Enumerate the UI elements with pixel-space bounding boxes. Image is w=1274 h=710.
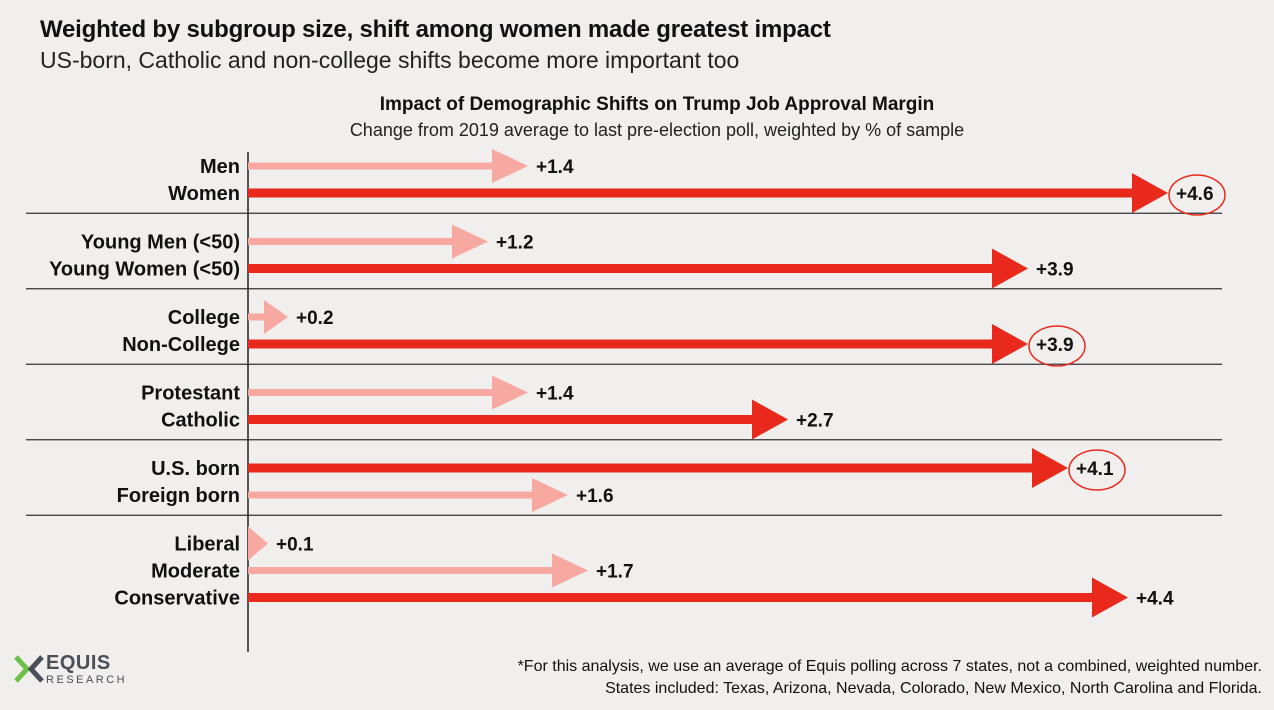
bar-shaft bbox=[248, 463, 1032, 473]
bar-shaft bbox=[248, 389, 492, 396]
footnote: *For this analysis, we use an average of… bbox=[518, 656, 1262, 700]
subheadline: US-born, Catholic and non-college shifts… bbox=[40, 47, 740, 73]
footnote-line-1: *For this analysis, we use an average of… bbox=[517, 658, 1262, 675]
bar-shaft bbox=[248, 313, 264, 321]
bar-arrowhead bbox=[752, 399, 788, 440]
category-label: Young Women (<50) bbox=[49, 259, 240, 281]
value-label: +0.2 bbox=[296, 308, 334, 329]
value-label: +4.1 bbox=[1076, 459, 1114, 480]
value-label: +2.7 bbox=[796, 411, 834, 432]
category-label: Moderate bbox=[151, 561, 240, 583]
value-label: +4.6 bbox=[1176, 184, 1214, 205]
footnote-line-2: States included: Texas, Arizona, Nevada,… bbox=[605, 680, 1262, 697]
bar-arrowhead bbox=[1032, 448, 1068, 488]
bar-shaft bbox=[248, 264, 992, 273]
category-label: U.S. born bbox=[151, 458, 240, 480]
value-label: +1.7 bbox=[596, 562, 634, 583]
headline: Weighted by subgroup size, shift among w… bbox=[40, 16, 831, 43]
bar-arrowhead bbox=[532, 478, 568, 512]
category-label: Liberal bbox=[174, 534, 240, 556]
value-label: +3.9 bbox=[1036, 260, 1074, 281]
category-label: Foreign born bbox=[117, 485, 240, 507]
bar-shaft bbox=[248, 339, 992, 349]
bar-arrowhead bbox=[264, 300, 288, 334]
value-label: +1.4 bbox=[536, 384, 574, 405]
category-label: Protestant bbox=[141, 383, 240, 405]
category-label: College bbox=[168, 307, 240, 329]
value-label: +0.1 bbox=[276, 535, 314, 556]
category-label: Young Men (<50) bbox=[81, 232, 240, 254]
equis-logo: EQUIS RESEARCH bbox=[14, 652, 144, 692]
value-label: +1.2 bbox=[496, 233, 534, 254]
chart-title: Impact of Demographic Shifts on Trump Jo… bbox=[379, 94, 935, 115]
highlight-circle bbox=[1068, 449, 1126, 491]
bar-arrowhead bbox=[1132, 173, 1168, 213]
bar-arrowhead bbox=[992, 324, 1028, 364]
value-label: +1.6 bbox=[576, 486, 614, 507]
category-label: Non-College bbox=[122, 334, 240, 356]
category-label: Women bbox=[168, 183, 240, 205]
bar-shaft bbox=[248, 162, 492, 170]
bar-arrowhead bbox=[492, 149, 528, 183]
bar-shaft bbox=[248, 593, 1092, 602]
logo-wordmark: EQUIS bbox=[46, 652, 111, 674]
bar-shaft bbox=[248, 567, 552, 574]
highlight-circle bbox=[1028, 325, 1086, 367]
bar-shaft bbox=[248, 188, 1132, 198]
bar-shaft bbox=[248, 415, 752, 424]
bar-shaft bbox=[248, 238, 452, 245]
category-label: Men bbox=[200, 156, 240, 178]
bar-shaft bbox=[248, 491, 532, 499]
equis-x-icon bbox=[14, 655, 44, 683]
bar-arrowhead bbox=[452, 224, 488, 259]
category-label: Conservative bbox=[114, 588, 240, 610]
chart-subtitle: Change from 2019 average to last pre-ele… bbox=[349, 120, 965, 140]
bar-arrowhead bbox=[992, 248, 1028, 289]
bar-arrowhead bbox=[1092, 577, 1128, 618]
value-label: +3.9 bbox=[1036, 335, 1074, 356]
bar-arrowhead bbox=[248, 526, 268, 561]
value-label: +1.4 bbox=[536, 157, 574, 178]
logo-subtitle: RESEARCH bbox=[46, 674, 128, 686]
category-label: Catholic bbox=[161, 410, 240, 432]
bar-arrowhead bbox=[552, 553, 588, 588]
value-label: +4.4 bbox=[1136, 589, 1174, 610]
bar-arrowhead bbox=[492, 375, 528, 410]
highlight-circle bbox=[1168, 174, 1226, 216]
